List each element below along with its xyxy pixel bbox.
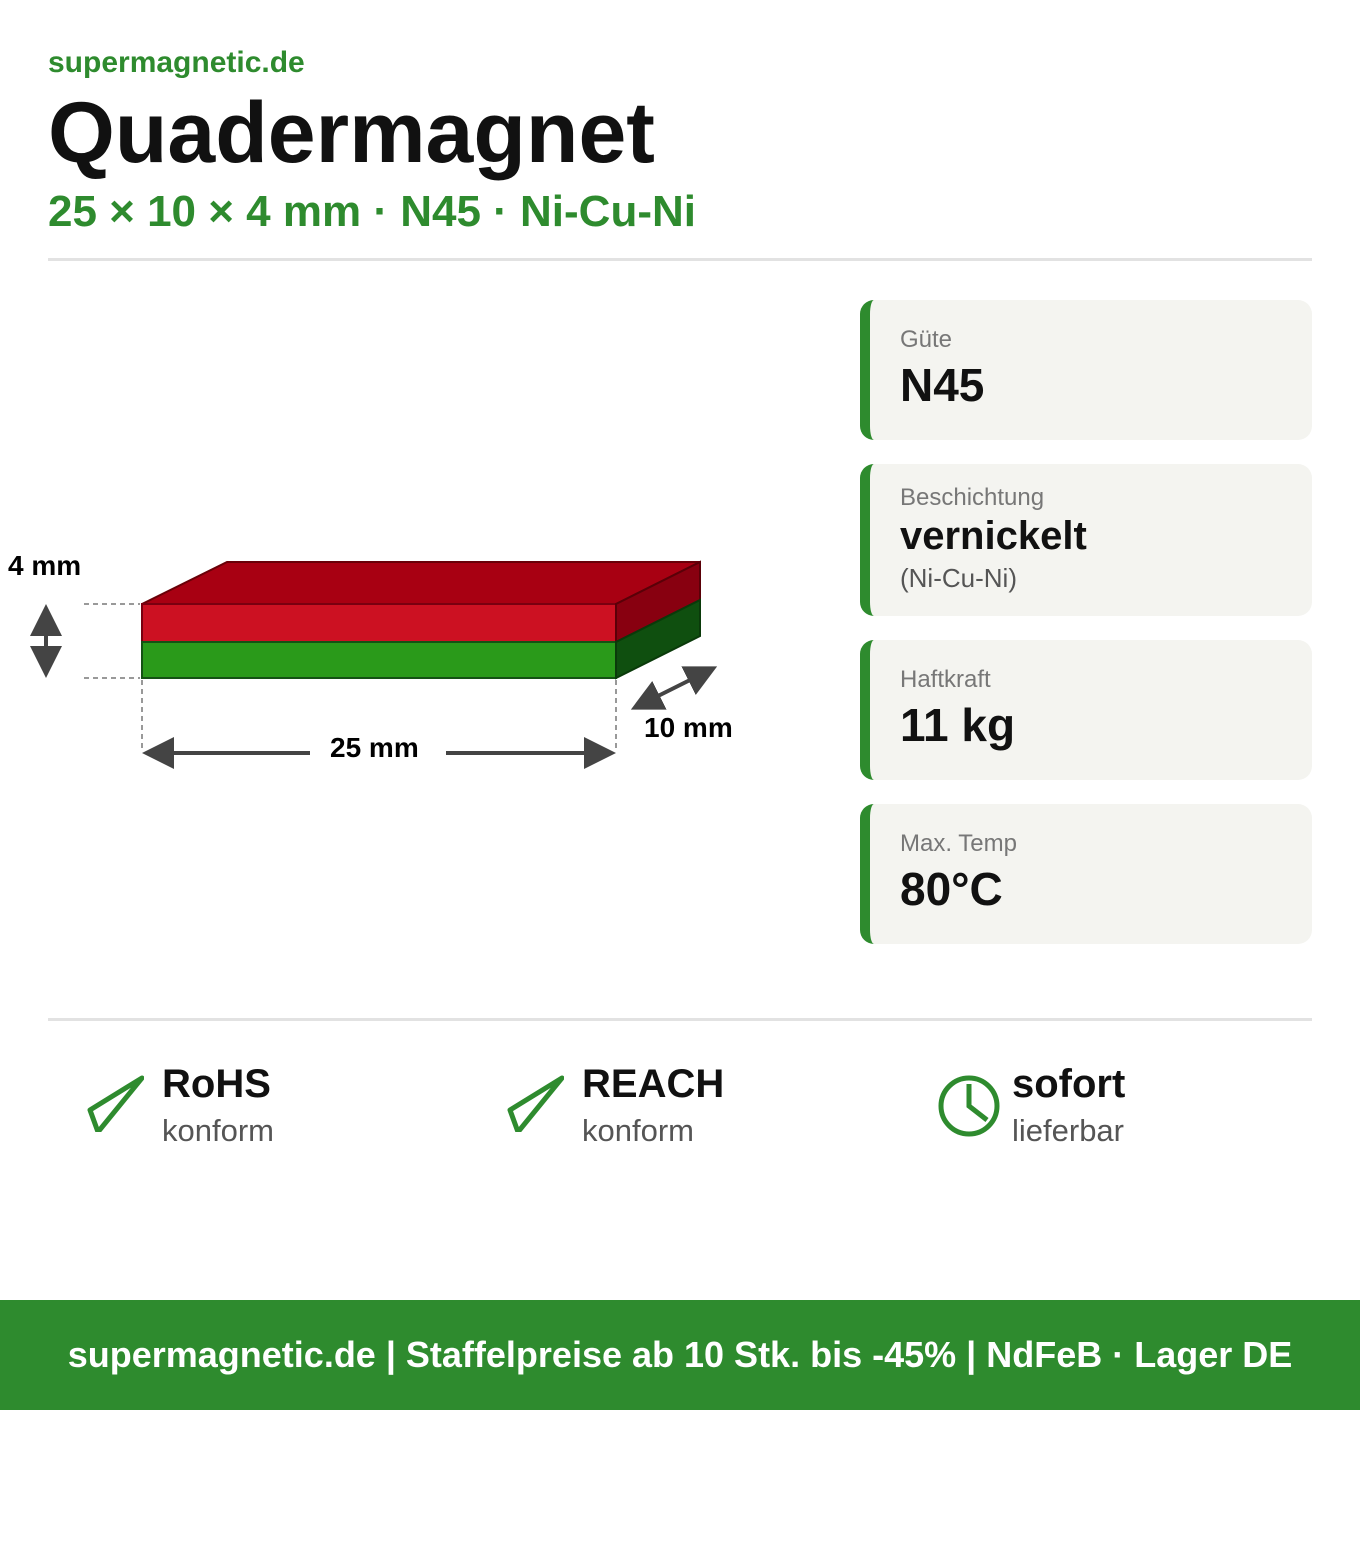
check-icon xyxy=(87,1075,144,1132)
badge-rohs: RoHS konform xyxy=(84,1062,274,1149)
magnet-diagram xyxy=(30,560,718,769)
badge-sub: konform xyxy=(582,1113,694,1148)
magnet-north-face xyxy=(141,603,617,643)
divider xyxy=(48,258,1312,261)
spec-value: vernickelt xyxy=(900,514,1087,558)
depth-arrow xyxy=(630,666,718,710)
spec-label: Güte xyxy=(900,326,953,353)
length-label: 25 mm xyxy=(330,732,419,763)
badge-sub: konform xyxy=(162,1113,274,1148)
spec-value: 11 kg xyxy=(900,699,1016,751)
spec-card-temp: Max. Temp 80°C xyxy=(860,804,1312,944)
divider xyxy=(48,1018,1312,1021)
spec-value: 80°C xyxy=(900,863,1003,915)
spec-label: Max. Temp xyxy=(900,830,1017,857)
footer-banner: supermagnetic.de | Staffelpreise ab 10 S… xyxy=(0,1300,1360,1410)
spec-card-grade: Güte N45 xyxy=(860,300,1312,440)
check-icon xyxy=(507,1075,564,1132)
magnet-top-face xyxy=(141,561,701,605)
spec-note: (Ni-Cu-Ni) xyxy=(900,563,1017,593)
badge-title: REACH xyxy=(582,1062,725,1106)
badge-title: RoHS xyxy=(162,1062,271,1106)
depth-label: 10 mm xyxy=(644,712,733,743)
spec-label: Beschichtung xyxy=(900,484,1045,511)
badge-sub: lieferbar xyxy=(1012,1113,1124,1148)
brand-name: supermagnetic.de xyxy=(48,46,305,79)
magnet-side-south xyxy=(615,598,701,680)
badge-reach: REACH konform xyxy=(504,1062,724,1149)
product-subtitle: 25 × 10 × 4 mm · N45 · Ni-Cu-Ni xyxy=(48,187,696,236)
clock-icon xyxy=(938,1075,1000,1137)
spec-label: Haftkraft xyxy=(900,666,991,693)
spec-card-force: Haftkraft 11 kg xyxy=(860,640,1312,780)
height-label: 4 mm xyxy=(8,550,82,581)
magnet-south-face xyxy=(141,641,617,679)
badge-delivery: sofort lieferbar xyxy=(938,1062,1125,1149)
page-title: Quadermagnet xyxy=(48,85,655,181)
spec-value: N45 xyxy=(900,359,985,411)
badge-title: sofort xyxy=(1012,1062,1126,1106)
spec-card-coating: Beschichtung vernickelt (Ni-Cu-Ni) xyxy=(860,464,1312,616)
